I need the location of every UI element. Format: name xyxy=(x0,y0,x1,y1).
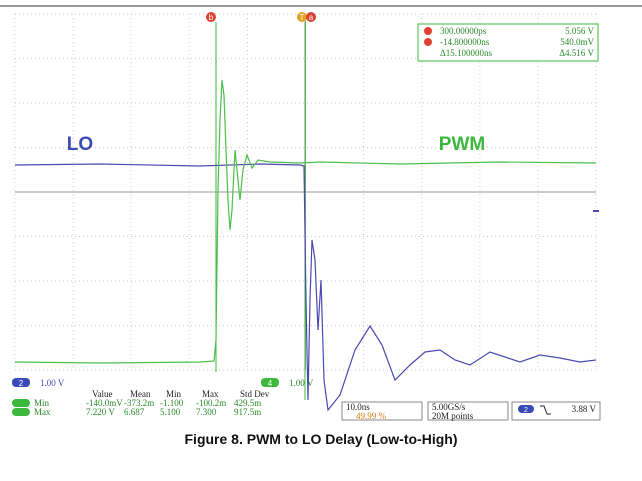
readout-delta-time: Δ15.100000ns xyxy=(440,48,493,58)
sample-rate: 5.00GS/s xyxy=(432,402,466,412)
measurement-header: Value xyxy=(92,389,113,399)
scope-screen xyxy=(8,8,608,420)
readout-delta-volt: Δ4.516 V xyxy=(559,48,594,58)
icon-b xyxy=(424,38,432,46)
measurement-value: -100.2m xyxy=(196,398,226,408)
record-length: 20M points xyxy=(432,411,474,421)
acquisition-box xyxy=(427,401,509,421)
measurement-label: Min xyxy=(34,398,50,408)
trigger-badge xyxy=(518,405,534,413)
measurement-value: -140.0mV xyxy=(86,398,123,408)
row-badge xyxy=(12,408,30,416)
ch2-number: 2 xyxy=(19,379,24,388)
ch4-scale: 1.00 V xyxy=(289,378,314,388)
lo-trace xyxy=(14,163,597,412)
marker-trigger-label: T xyxy=(300,13,305,22)
caption: Figure 8. PWM to LO Delay (Low-to-High) xyxy=(185,431,458,447)
row-badge xyxy=(12,399,30,407)
marker-b-label: b xyxy=(209,13,214,22)
pwm-trace xyxy=(14,79,597,364)
ch4-badge xyxy=(261,378,279,387)
pwm-label: PWM xyxy=(439,134,485,155)
measurement-value: -1.100 xyxy=(160,398,184,408)
trigger-slope xyxy=(540,405,551,415)
measurement-header: Max xyxy=(202,389,219,399)
trigger-level: 3.88 V xyxy=(572,404,597,414)
measurement-value: -373.2m xyxy=(124,398,154,408)
graticule xyxy=(14,13,597,371)
lo-label: LO xyxy=(67,134,93,155)
timebase-position: 49.99 % xyxy=(356,411,387,421)
icon-a xyxy=(424,27,432,35)
measurement-value: 6.687 xyxy=(124,407,145,417)
readout-time: -14.800000ns xyxy=(440,37,490,47)
readout-volt: 540.0mV xyxy=(560,37,594,47)
measurement-value: 7.220 V xyxy=(86,407,115,417)
measurement-value: 5.100 xyxy=(160,407,181,417)
measurement-header: Std Dev xyxy=(240,389,270,399)
trigger-channel: 2 xyxy=(524,407,528,414)
ch2-scale: 1.00 V xyxy=(40,378,65,388)
trigger-box xyxy=(511,401,601,421)
marker-a xyxy=(306,12,316,22)
measurement-value: 7.300 xyxy=(196,407,217,417)
measurement-header: Min xyxy=(166,389,182,399)
timebase-scale: 10.0ns xyxy=(346,402,370,412)
readout-volt: 5.056 V xyxy=(565,26,594,36)
timebase-box xyxy=(341,401,423,421)
ch4-number: 4 xyxy=(268,379,273,388)
marker-trigger xyxy=(297,12,307,22)
measurement-label: Max xyxy=(34,407,51,417)
marker-b xyxy=(206,12,216,22)
measurement-header: Mean xyxy=(130,389,151,399)
readout-time: 300.00000ps xyxy=(440,26,487,36)
marker-a-label: a xyxy=(309,13,314,22)
cursor-readout-box xyxy=(417,23,599,62)
measurement-value: 917.5m xyxy=(234,407,261,417)
ch2-badge xyxy=(12,378,30,387)
measurement-value: 429.5m xyxy=(234,398,261,408)
